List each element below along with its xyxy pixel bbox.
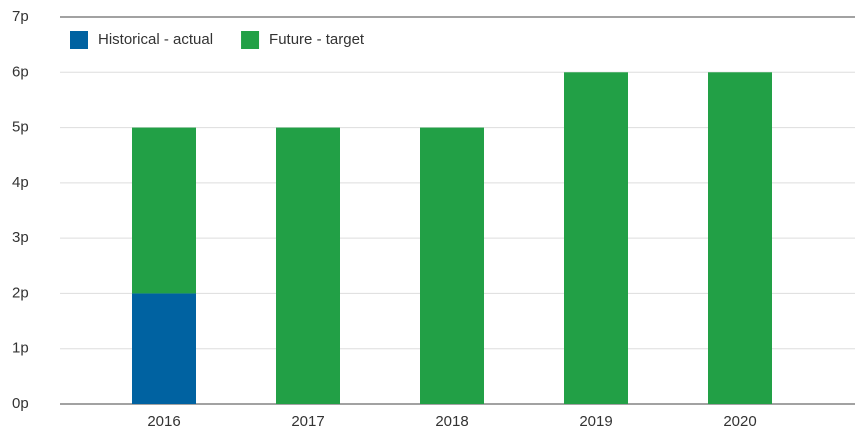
- bar-segment: [564, 72, 628, 405]
- y-tick-label: 6p: [12, 63, 29, 80]
- x-tick-label: 2018: [435, 413, 468, 430]
- y-tick-label: 0p: [12, 395, 29, 412]
- x-tick-label: 2020: [723, 413, 756, 430]
- bar-segment: [420, 127, 484, 405]
- y-tick-label: 7p: [12, 8, 29, 25]
- x-tick-label: 2016: [147, 413, 180, 430]
- bar-segment: [132, 127, 196, 294]
- y-tick-label: 3p: [12, 229, 29, 246]
- legend-label: Future - target: [269, 31, 365, 48]
- bar-segment: [132, 293, 196, 404]
- bar-segment: [708, 72, 772, 405]
- bar-segment: [276, 127, 340, 405]
- y-tick-label: 4p: [12, 174, 29, 191]
- y-tick-label: 2p: [12, 284, 29, 301]
- x-tick-label: 2017: [291, 413, 324, 430]
- y-tick-label: 5p: [12, 119, 29, 136]
- legend-swatch: [70, 31, 88, 49]
- legend-swatch: [241, 31, 260, 49]
- y-tick-label: 1p: [12, 340, 29, 357]
- x-tick-label: 2019: [579, 413, 612, 430]
- legend-label: Historical - actual: [98, 31, 213, 48]
